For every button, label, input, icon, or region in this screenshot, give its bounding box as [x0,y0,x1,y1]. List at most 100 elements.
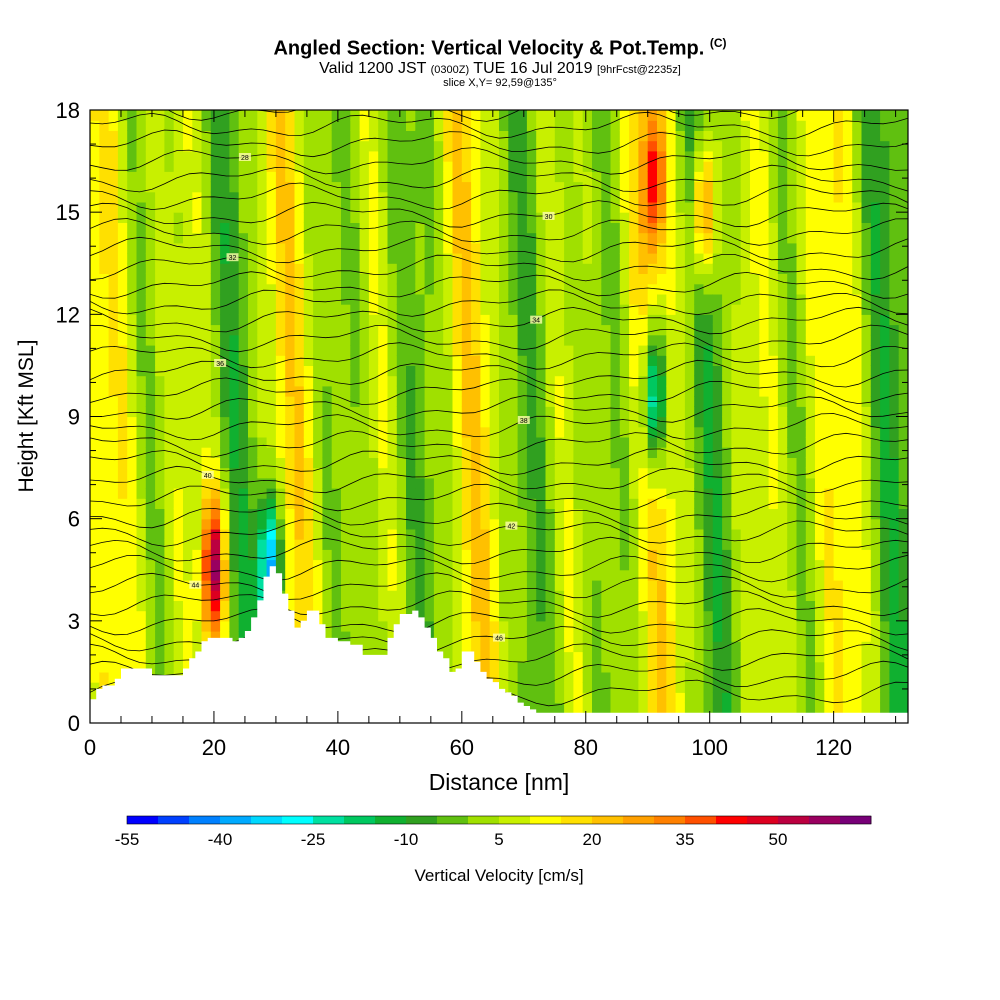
field-cell [824,580,835,591]
field-cell [601,345,612,356]
field-cell [703,498,714,509]
field-cell [99,263,110,274]
field-cell [220,528,230,540]
field-cell [471,222,481,234]
field-cell [573,161,584,172]
field-cell [433,120,444,131]
field-cell [629,620,639,632]
field-cell [601,232,612,244]
field-cell [787,130,798,142]
field-cell [787,222,798,234]
field-cell [192,488,203,499]
field-cell [480,304,491,315]
field-cell [90,426,100,438]
field-cell [406,488,416,499]
field-cell [675,702,686,714]
field-cell [145,212,156,223]
field-cell [619,355,630,366]
field-cell [145,120,156,131]
field-cell [824,110,835,121]
field-cell [684,436,695,448]
field-cell [220,181,230,193]
field-cell [415,345,426,356]
field-cell [192,222,203,234]
field-cell [508,273,519,285]
field-cell [275,293,286,305]
field-cell [303,222,314,234]
field-cell [694,150,705,162]
field-cell [164,528,175,540]
field-cell [824,406,835,418]
field-cell [703,212,714,223]
field-cell [610,242,621,254]
field-cell [805,580,816,591]
field-cell [210,508,221,520]
field-cell [731,283,742,295]
field-cell [90,600,100,612]
field-cell [396,345,407,356]
field-cell [824,191,835,203]
field-cell [378,488,389,499]
field-cell [629,702,639,714]
field-cell [313,345,323,356]
field-cell [257,498,268,509]
field-cell [229,528,240,540]
field-cell [257,334,268,346]
field-cell [805,181,816,193]
field-cell [731,304,742,315]
field-cell [768,702,779,714]
field-cell [592,355,602,366]
field-cell [341,273,351,285]
field-cell [666,518,677,530]
field-cell [824,569,835,581]
field-cell [619,610,630,622]
field-cell [350,580,361,591]
field-cell [619,365,630,377]
field-cell [601,528,612,540]
field-cell [768,201,779,213]
field-cell [768,273,779,285]
field-cell [629,120,639,131]
field-cell [489,365,500,377]
field-cell [545,181,556,193]
field-cell [592,436,602,448]
field-cell [359,488,370,499]
field-cell [173,201,184,213]
field-cell [610,692,621,704]
field-cell [368,212,379,223]
field-cell [220,130,230,142]
field-cell [341,549,351,561]
field-cell [285,457,296,469]
field-cell [601,590,612,601]
field-cell [759,641,770,653]
field-cell [294,120,305,131]
field-cell [117,661,128,673]
field-cell [703,682,714,693]
field-cell [545,426,556,438]
field-cell [787,651,798,663]
field-cell [842,671,853,683]
field-cell [99,457,110,469]
field-cell [415,191,426,203]
field-cell [647,580,658,591]
field-cell [396,406,407,418]
field-cell [322,375,333,387]
field-cell [136,641,147,653]
field-cell [712,600,723,612]
field-cell [136,263,147,274]
field-cell [313,416,323,428]
field-cell [815,447,825,458]
field-cell [526,661,537,673]
field-cell [275,120,286,131]
field-cell [480,283,491,295]
field-cell [285,191,296,203]
field-cell [99,488,110,499]
field-cell [378,498,389,509]
field-cell [117,580,128,591]
field-cell [694,110,705,121]
field-cell [443,242,454,254]
field-cell [805,406,816,418]
field-cell [183,569,193,581]
field-cell [229,345,240,356]
field-cell [117,549,128,561]
